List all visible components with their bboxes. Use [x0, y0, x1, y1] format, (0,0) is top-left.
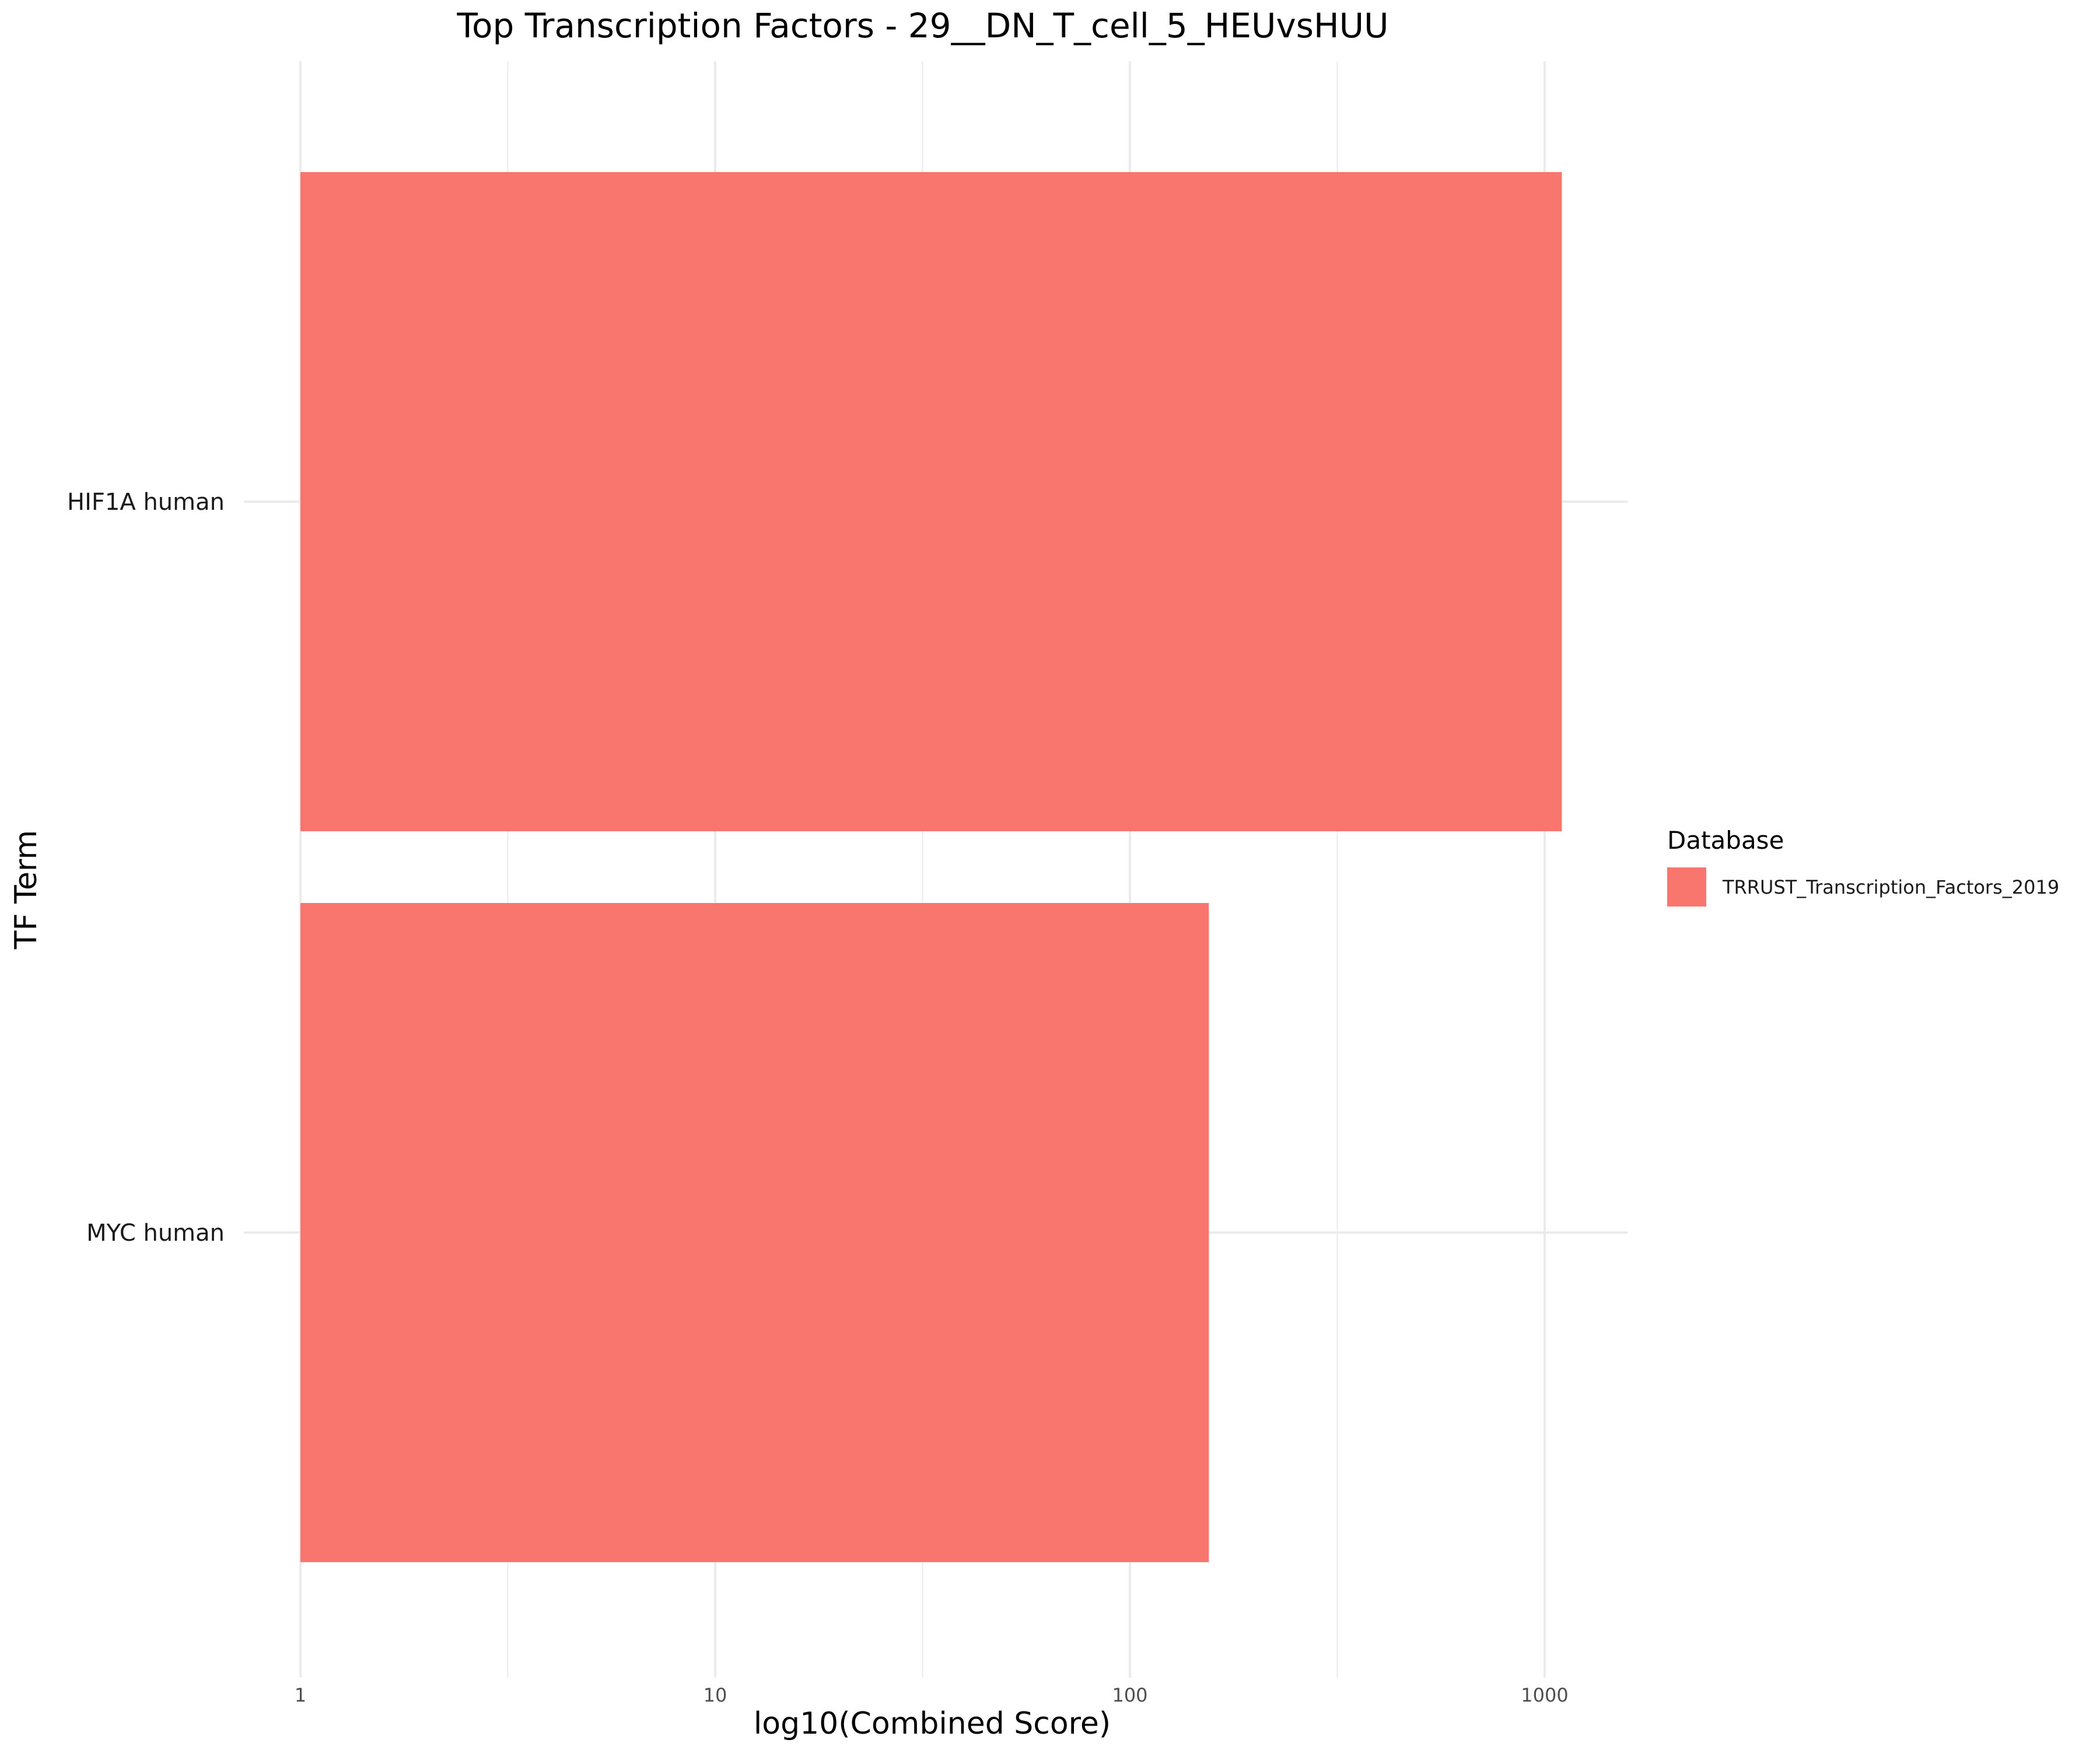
x-tick-label: 1000 — [1521, 1684, 1568, 1706]
bar-myc-human — [300, 903, 1209, 1562]
bar-hif1a-human — [300, 172, 1562, 831]
x-tick-label: 100 — [1112, 1684, 1147, 1706]
x-tick-label: 10 — [704, 1684, 727, 1706]
x-axis-title: log10(Combined Score) — [754, 1706, 1111, 1741]
legend-key — [1667, 867, 1706, 907]
y-tick-label: HIF1A human — [67, 489, 225, 516]
chart-title: Top Transcription Factors - 29__DN_T_cel… — [456, 6, 1388, 46]
y-axis-title: TF Term — [9, 830, 44, 950]
x-tick-label: 1 — [295, 1684, 306, 1706]
legend-title: Database — [1667, 826, 1784, 855]
legend-label: TRRUST_Transcription_Factors_2019 — [1722, 876, 2059, 898]
y-tick-label: MYC human — [86, 1220, 225, 1247]
